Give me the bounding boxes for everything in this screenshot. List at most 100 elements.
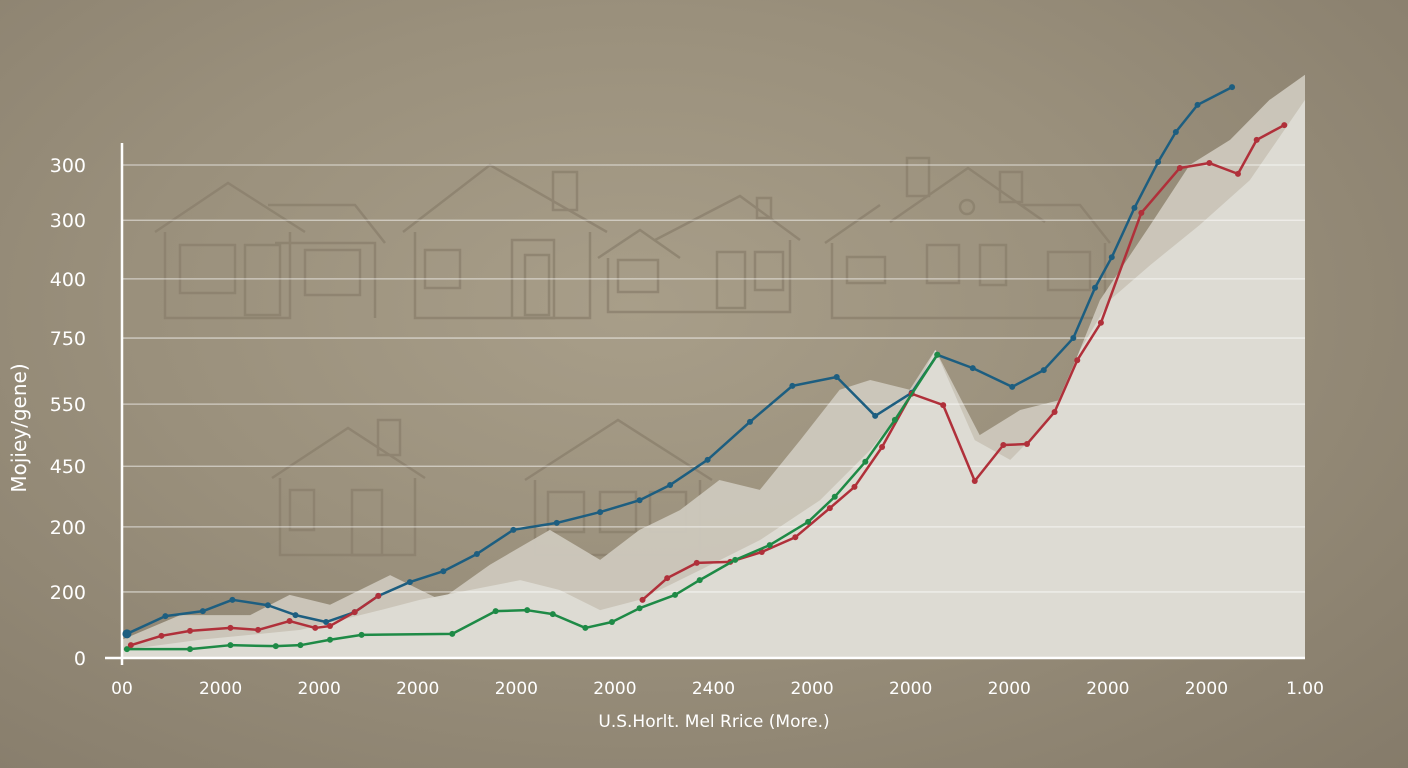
data-point-green [297,642,304,649]
data-point-red [187,627,194,634]
data-point-red [1051,408,1058,415]
data-point-green [524,607,531,614]
house-icon [402,163,608,320]
data-point-green [891,416,898,423]
data-point-blue [440,568,447,575]
data-point-blue [1108,254,1115,261]
house-icon [824,156,1111,320]
data-point-green [766,542,773,549]
data-point-blue [789,382,796,389]
y-tick-label: 750 [50,328,86,350]
data-point-red [1253,136,1260,143]
data-point-red [940,402,947,409]
data-point-green [187,646,194,653]
x-tick-label: 2000 [199,679,242,699]
data-point-red [664,575,671,582]
data-point-green [272,643,279,650]
data-point-blue [1092,284,1099,291]
data-point-blue [1131,204,1138,211]
data-point-red [758,549,765,556]
y-tick-label: 400 [50,269,86,291]
data-point-red [639,596,646,603]
data-point-green [492,608,499,615]
data-point-red [879,443,886,450]
x-tick-label: 2000 [396,679,439,699]
y-tick-label: 0 [74,648,86,670]
data-point-red [375,592,382,599]
data-point-red [1176,164,1183,171]
data-point-red [971,478,978,485]
data-point-red [158,632,165,639]
data-point-green [934,351,941,358]
data-point-red [255,626,262,633]
data-point-green [636,605,643,612]
data-point-red [1138,209,1145,216]
data-point-blue [1009,383,1016,390]
data-point-red [1234,170,1241,177]
data-point-red [227,624,234,631]
data-point-red [1097,319,1104,326]
data-point-blue [553,519,560,526]
data-point-green [227,642,234,649]
data-point-green [358,631,365,638]
front-area [122,99,1305,658]
data-point-blue [292,612,299,619]
data-point-blue [833,373,840,380]
data-point-red [127,642,134,649]
data-point-red [851,483,858,490]
y-tick-label: 300 [50,210,86,232]
x-tick-label: 00 [111,679,133,699]
data-point-blue [667,481,674,488]
data-point-green [123,646,130,653]
data-point-blue [510,526,517,533]
data-point-green [831,493,838,500]
data-point-blue [122,629,132,639]
data-point-blue [1155,159,1162,166]
y-tick-label: 200 [50,517,86,539]
data-point-red [1074,357,1081,364]
data-point-blue [1040,367,1047,374]
y-tick-label: 550 [50,394,86,416]
data-point-red [792,534,799,541]
data-point-green [805,518,812,525]
data-point-green [696,577,703,584]
y-tick-label: 200 [50,582,86,604]
house-icon [597,194,801,314]
series-green [123,351,941,653]
data-point-red [1000,442,1007,449]
data-point-blue [1070,335,1077,342]
house-icon [154,181,386,320]
data-point-blue [264,602,271,609]
data-point-blue [1172,128,1179,135]
x-tick-label: 2000 [1185,679,1228,699]
house-icon [271,418,426,557]
x-tick-label: 2000 [790,679,833,699]
data-point-red [286,618,293,625]
y-tick-label: 450 [50,456,86,478]
data-point-blue [323,619,330,626]
data-point-red [351,609,358,616]
data-point-red [1023,441,1030,448]
background-houses [154,156,1111,557]
data-point-blue [704,456,711,463]
x-tick-label: 2000 [1086,679,1129,699]
x-axis-label: U.S.Horlt. Mel Rrice (More.) [598,712,829,732]
data-point-green [732,556,739,563]
y-axis-label: Mojiey/gene) [7,363,31,492]
data-point-green [449,630,456,637]
data-point-blue [1194,101,1201,108]
data-point-green [608,619,615,626]
data-point-blue [162,613,169,620]
data-point-red [327,622,334,629]
data-point-red [312,624,319,631]
y-tick-label: 300 [50,155,86,177]
data-point-blue [636,497,643,504]
data-point-red [826,505,833,512]
data-point-green [582,624,589,631]
x-tick-label: 1.00 [1286,679,1324,699]
data-point-green [549,611,556,618]
x-tick-label: 2000 [593,679,636,699]
data-point-blue [406,579,413,586]
data-point-green [862,458,869,465]
